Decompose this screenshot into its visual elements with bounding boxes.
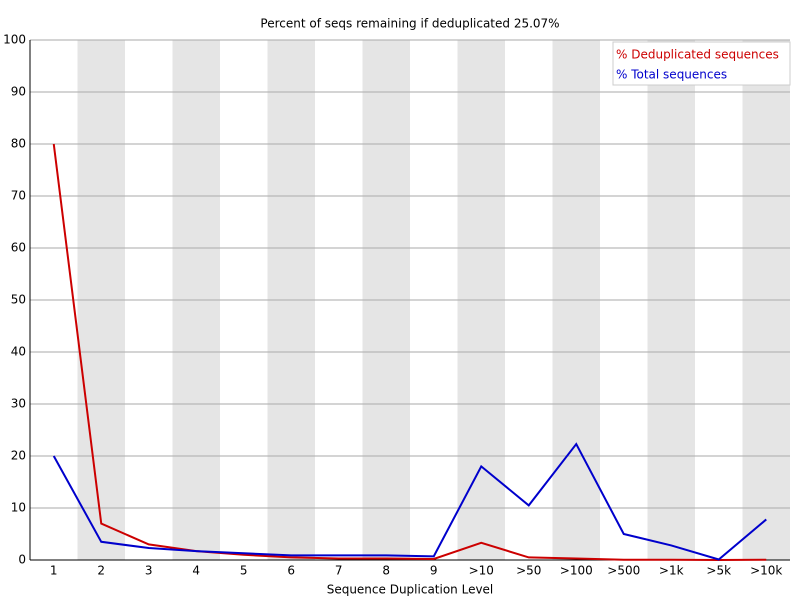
legend-entry: % Total sequences: [616, 68, 727, 82]
x-tick-label: 5: [240, 564, 248, 578]
x-tick-label: >500: [607, 564, 640, 578]
y-tick-label: 80: [11, 137, 26, 151]
x-tick-label: 3: [145, 564, 153, 578]
x-tick-label: >10: [469, 564, 494, 578]
chart-title: Percent of seqs remaining if deduplicate…: [260, 17, 559, 31]
y-tick-label: 70: [11, 189, 26, 203]
x-tick-label: 1: [50, 564, 58, 578]
x-tick-label: >10k: [750, 564, 782, 578]
x-tick-label: 9: [430, 564, 438, 578]
x-tick-label: >100: [560, 564, 593, 578]
x-tick-label: 4: [192, 564, 200, 578]
y-tick-label: 20: [11, 449, 26, 463]
x-axis-label: Sequence Duplication Level: [327, 583, 494, 597]
y-tick-label: 50: [11, 293, 26, 307]
y-tick-label: 10: [11, 501, 26, 515]
legend-box: [612, 41, 791, 86]
y-tick-label: 60: [11, 241, 26, 255]
y-tick-label: 40: [11, 345, 26, 359]
x-tick-label: 8: [382, 564, 390, 578]
y-tick-label: 90: [11, 85, 26, 99]
y-tick-label: 100: [3, 33, 26, 47]
x-tick-label: 7: [335, 564, 343, 578]
series-line: [52, 143, 767, 561]
x-tick-label: >50: [516, 564, 541, 578]
x-tick-label: >1k: [659, 564, 684, 578]
y-tick-label: 30: [11, 397, 26, 411]
x-tick-label: >5k: [706, 564, 731, 578]
x-tick-label: 2: [97, 564, 105, 578]
x-tick-label: 6: [287, 564, 295, 578]
series-line: [52, 442, 767, 561]
y-tick-label: 0: [18, 553, 26, 567]
legend-entry: % Deduplicated sequences: [616, 48, 779, 62]
